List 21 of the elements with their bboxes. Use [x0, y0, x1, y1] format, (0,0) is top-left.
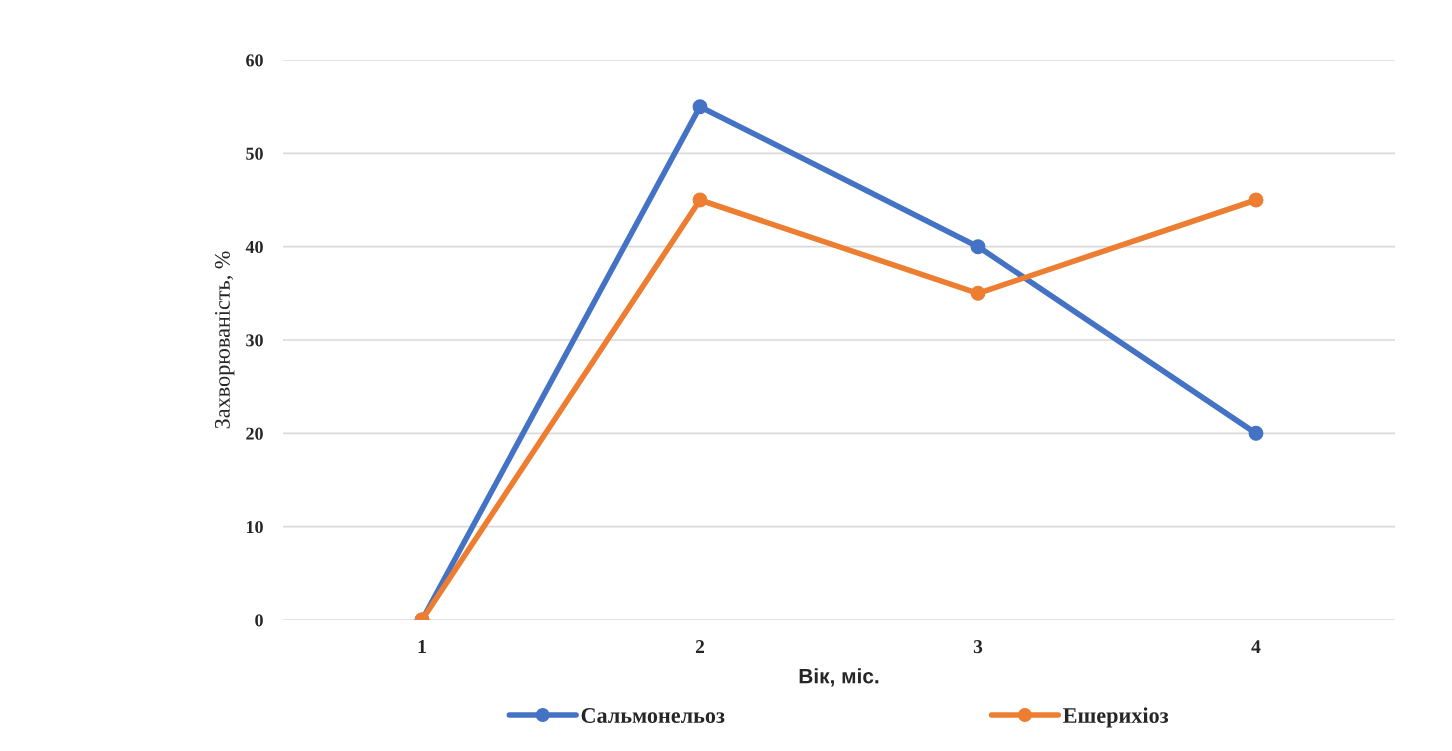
- y-axis-title: Захворюваність, %: [214, 251, 235, 429]
- x-tick-label: 4: [1251, 640, 1261, 653]
- point: [1248, 192, 1264, 208]
- y-tick-label: 10: [246, 520, 263, 534]
- point: [1248, 425, 1264, 441]
- point: [692, 99, 708, 115]
- x-axis-title: Вік, міс.: [799, 668, 879, 687]
- point: [970, 285, 986, 301]
- x-tick-label: 2: [695, 640, 705, 653]
- legend-label: Ешерихіоз: [1063, 707, 1169, 728]
- y-tick-label: 30: [246, 334, 263, 347]
- x-tick-label: 1: [418, 640, 426, 653]
- point: [692, 192, 708, 208]
- y-tick-label: 60: [246, 54, 263, 67]
- y-tick-label: 20: [246, 427, 263, 440]
- point: [970, 239, 986, 255]
- legend-label: Сальмонельоз: [581, 708, 725, 723]
- y-tick-label: 50: [246, 147, 263, 160]
- x-tick-label: 3: [973, 640, 983, 654]
- y-tick-label: 40: [245, 240, 263, 254]
- y-tick-label: 0: [255, 614, 263, 627]
